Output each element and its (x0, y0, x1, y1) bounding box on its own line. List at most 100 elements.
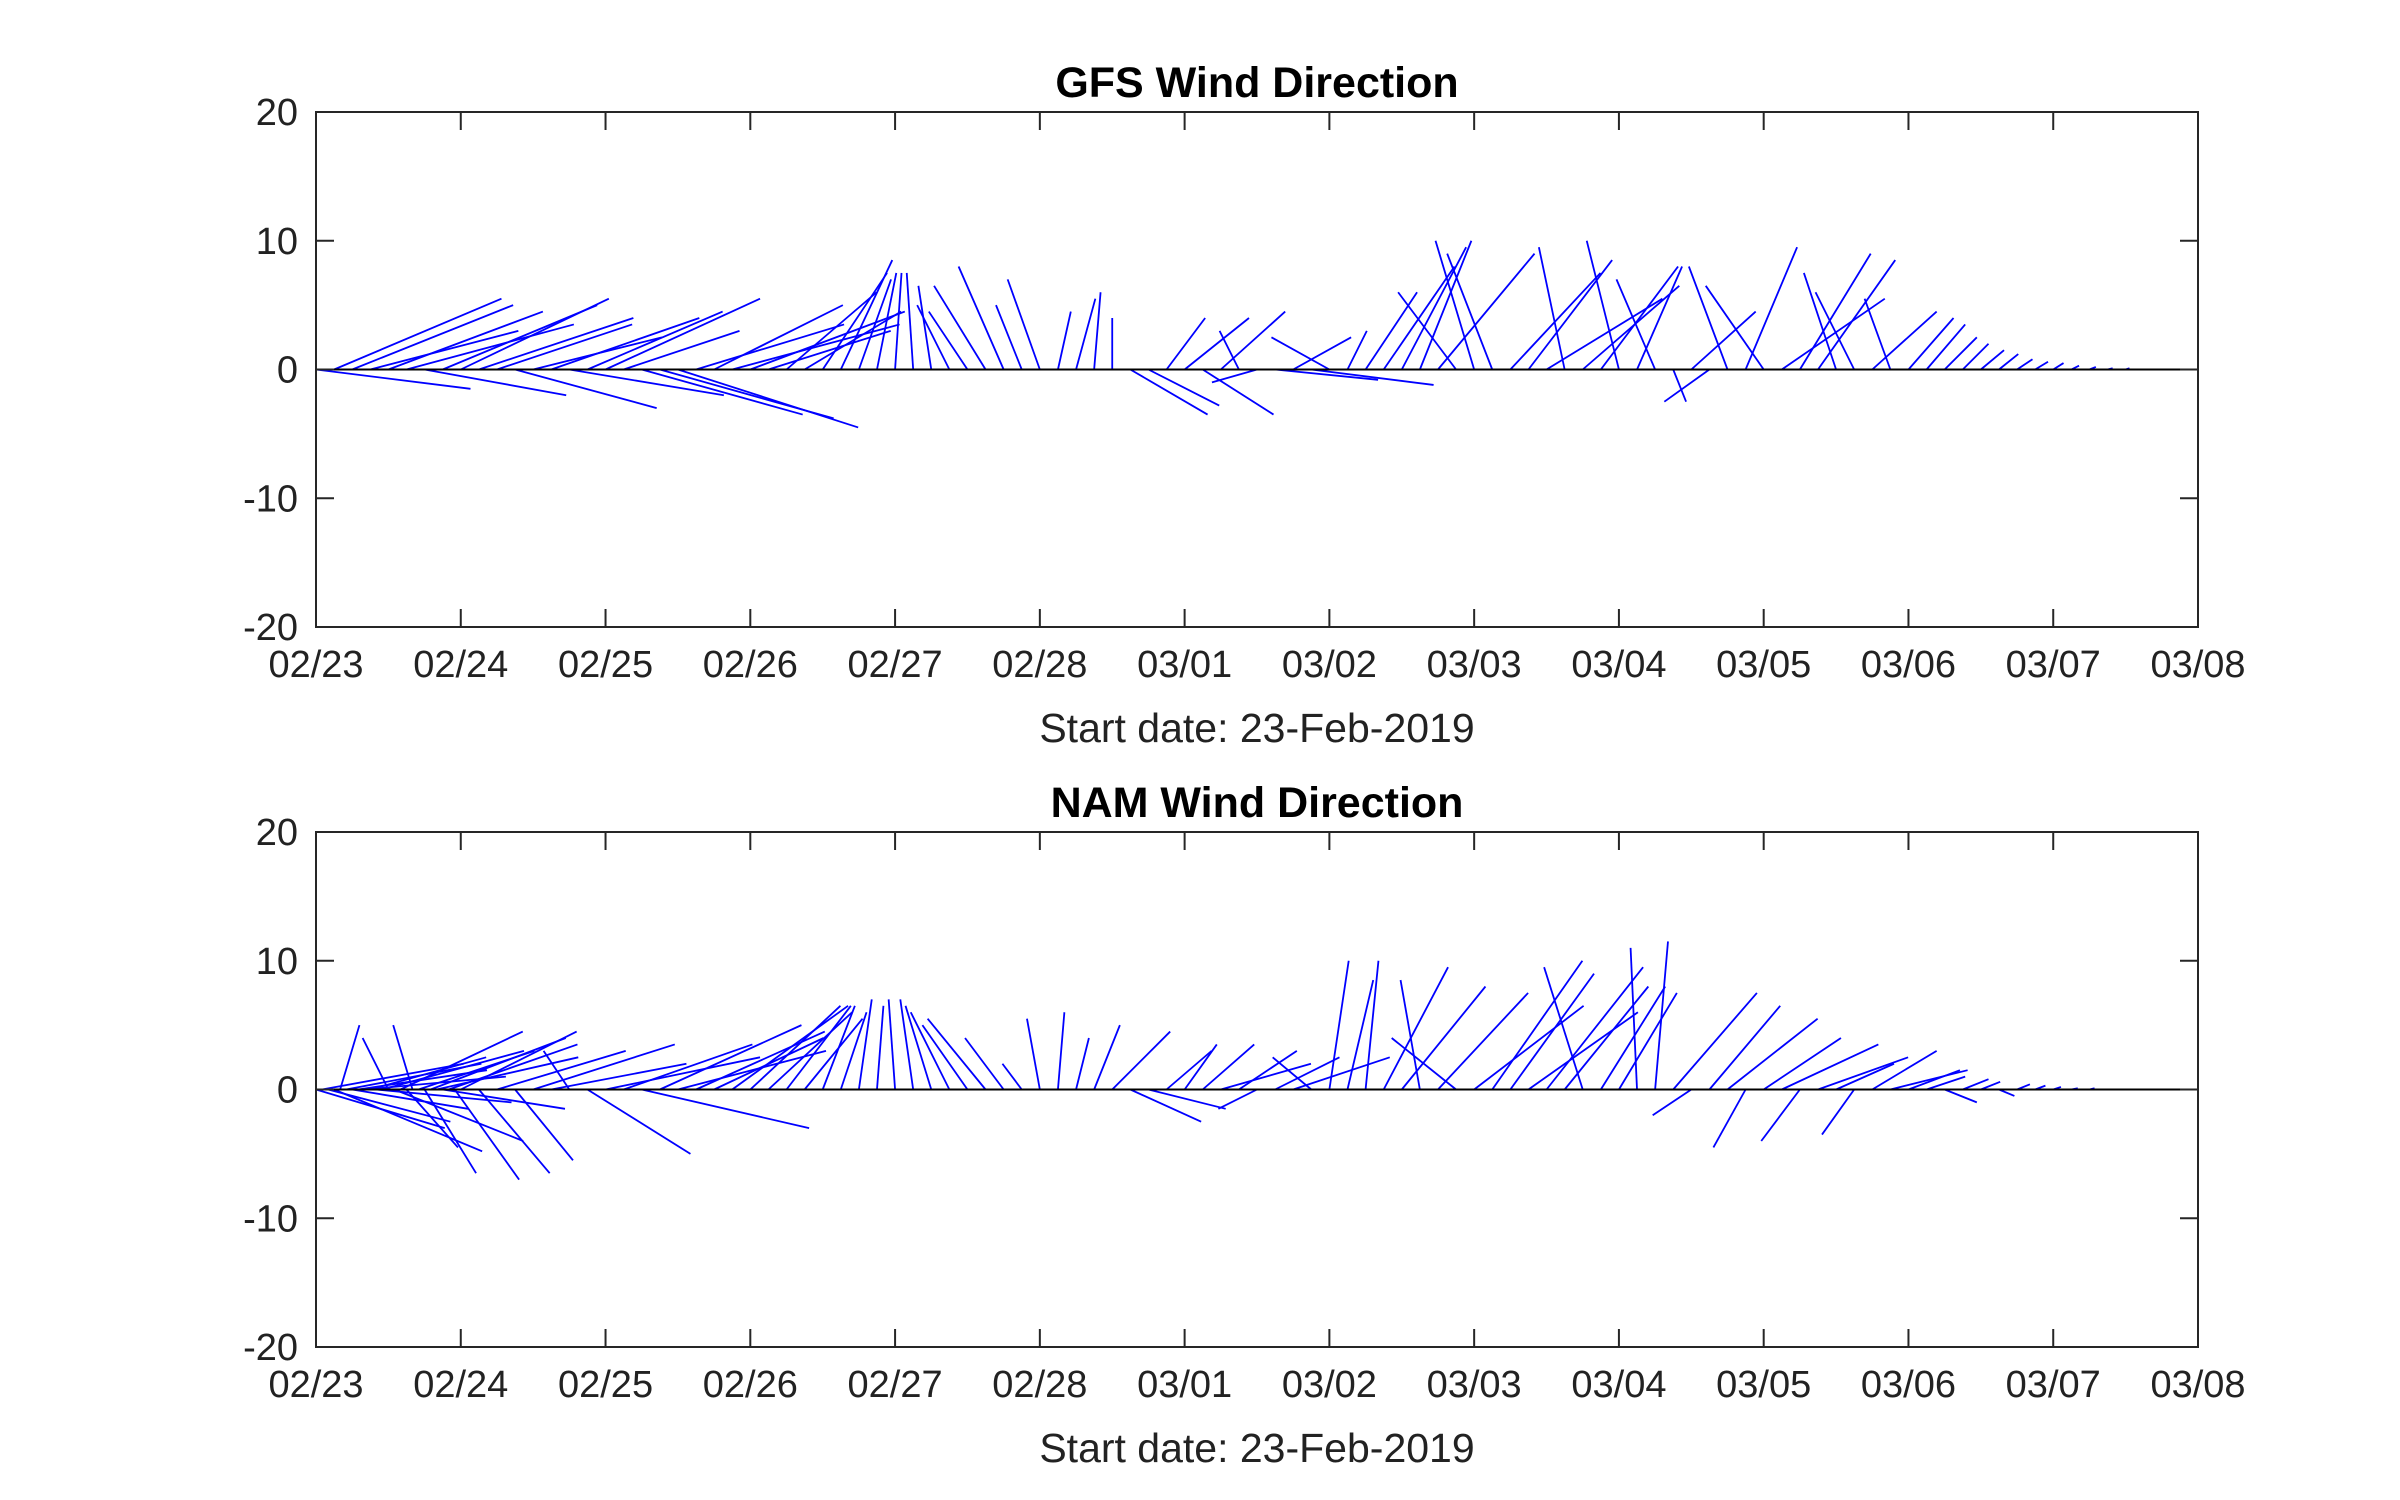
nam-wind-vector (478, 1088, 551, 1174)
nam-wind-vector (339, 1024, 361, 1090)
gfs-chart-title: GFS Wind Direction (1055, 59, 1458, 107)
gfs-wind-vector (2034, 361, 2049, 371)
gfs-wind-vector (768, 330, 891, 371)
nam-wind-vector (1238, 1050, 1298, 1091)
nam-wind-vector (767, 1011, 853, 1091)
gfs-wind-vector (1211, 368, 1258, 384)
nam-vector-group (315, 941, 2145, 1181)
gfs-wind-vector (957, 266, 1005, 370)
nam-x-tick-label: 03/03 (1427, 1364, 1522, 1406)
nam-wind-vector (1817, 1056, 1909, 1091)
nam-wind-vector (677, 1050, 827, 1091)
nam-wind-vector (1672, 992, 1758, 1091)
nam-wind-vector (1202, 1043, 1255, 1091)
gfs-wind-vector (1781, 297, 1886, 371)
nam-x-tick-label: 03/04 (1571, 1364, 1666, 1406)
nam-wind-vector (448, 1043, 578, 1091)
nam-wind-vector (803, 1018, 864, 1091)
nam-y-tick-label: 20 (256, 812, 298, 854)
nam-wind-vector (405, 1088, 459, 1149)
gfs-wind-vector (424, 368, 567, 397)
nam-wind-vector (1908, 1069, 1961, 1091)
gfs-wind-vector (514, 368, 657, 409)
gfs-wind-vector (1803, 272, 1837, 370)
gfs-wind-vector (1744, 246, 1798, 370)
nam-wind-vector (454, 1088, 520, 1181)
gfs-wind-vector (623, 330, 740, 371)
nam-wind-vector (1835, 1062, 1895, 1091)
gfs-wind-vector (1400, 246, 1467, 370)
gfs-wind-vector (1615, 279, 1656, 370)
nam-wind-vector (321, 1062, 464, 1091)
nam-y-tick-label: -10 (243, 1198, 298, 1240)
gfs-wind-vector (1446, 253, 1494, 370)
gfs-wind-vector (785, 291, 878, 371)
gfs-wind-vector (1944, 336, 1978, 371)
nam-wind-vector (1346, 979, 1375, 1090)
nam-wind-vector (1654, 941, 1669, 1090)
gfs-wind-vector (1925, 323, 1966, 371)
nam-x-tick-label: 02/25 (558, 1364, 653, 1406)
gfs-wind-vector (641, 368, 803, 416)
gfs-x-tick-label: 03/08 (2150, 644, 2245, 686)
nam-wind-vector (605, 1056, 761, 1091)
nam-wind-vector (1781, 1043, 1879, 1091)
gfs-wind-vector (1663, 368, 1710, 403)
nam-wind-vector (352, 1088, 469, 1110)
nam-wind-vector (551, 1062, 687, 1091)
nam-x-axis-label: Start date: 23-Feb-2019 (1039, 1425, 1474, 1471)
nam-wind-vector (1093, 1024, 1121, 1090)
nam-wind-vector (1543, 966, 1584, 1090)
nam-wind-vector (370, 1056, 487, 1091)
gfs-x-axis-label: Start date: 23-Feb-2019 (1039, 705, 1474, 751)
gfs-wind-vector (1220, 310, 1286, 371)
nam-x-tick-label: 02/27 (848, 1364, 943, 1406)
gfs-vector-group (315, 240, 2147, 429)
gfs-wind-vector (1397, 291, 1457, 371)
nam-wind-vector (1274, 1056, 1340, 1091)
gfs-x-tick-label: 03/02 (1282, 644, 1377, 686)
gfs-wind-vector (804, 310, 902, 371)
nam-x-tick-label: 03/02 (1282, 1364, 1377, 1406)
gfs-wind-vector (1419, 240, 1473, 370)
nam-x-tick-label: 02/24 (413, 1364, 508, 1406)
nam-wind-vector (926, 1018, 987, 1091)
nam-wind-vector (382, 1050, 525, 1091)
gfs-wind-vector (1688, 266, 1729, 370)
gfs-wind-vector (1636, 266, 1683, 370)
nam-wind-vector (1217, 1088, 1258, 1110)
nam-wind-vector (1962, 1078, 1989, 1091)
nam-wind-vector (423, 1089, 477, 1174)
nam-wind-vector (749, 1005, 842, 1091)
nam-x-tick-label: 03/05 (1716, 1364, 1811, 1406)
gfs-wind-vector (677, 368, 859, 429)
nam-wind-vector (1600, 986, 1666, 1090)
gfs-wind-vector (917, 285, 933, 370)
nam-wind-vector (1890, 1069, 1968, 1091)
gfs-wind-vector (388, 310, 544, 371)
gfs-wind-vector (370, 330, 519, 371)
gfs-wind-vector (1202, 368, 1275, 416)
gfs-wind-vector (1799, 253, 1872, 370)
gfs-wind-vector (605, 297, 761, 371)
gfs-wind-vector (695, 323, 845, 371)
nam-wind-vector (821, 1005, 856, 1090)
gfs-wind-vector (460, 297, 610, 371)
gfs-wind-vector (1962, 343, 1990, 371)
nam-wind-vector (442, 1088, 566, 1110)
nam-wind-vector (1148, 1088, 1226, 1110)
nam-wind-vector (1760, 1088, 1801, 1142)
nam-wind-vector (857, 999, 873, 1090)
gfs-wind-vector (315, 368, 471, 390)
nam-wind-vector (887, 999, 896, 1090)
gfs-wind-vector (1148, 368, 1220, 407)
gfs-wind-vector (1129, 368, 1209, 416)
gfs-wind-vector (333, 297, 502, 371)
gfs-wind-vector (713, 304, 844, 371)
nam-wind-vector (430, 1037, 567, 1091)
gfs-wind-vector (1346, 330, 1368, 370)
nam-wind-vector (394, 1088, 524, 1142)
gfs-wind-vector (1271, 336, 1330, 371)
gfs-wind-vector (550, 317, 700, 371)
gfs-wind-vector (1292, 336, 1352, 371)
